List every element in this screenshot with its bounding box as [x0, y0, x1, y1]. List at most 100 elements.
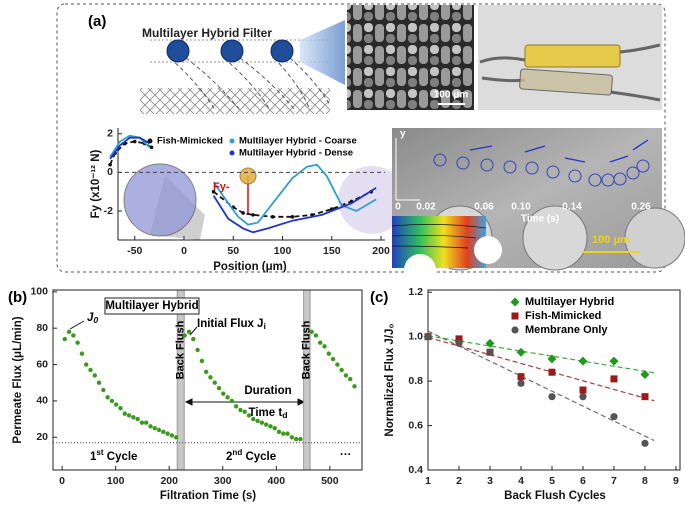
text-part: Cycle [104, 451, 138, 463]
x-tick-label: 100 [107, 475, 125, 487]
fiber [220, 39, 244, 63]
marker [268, 424, 273, 429]
text-part: Cycle [242, 451, 276, 463]
marker [251, 213, 255, 217]
x-tick-label: 5 [549, 475, 555, 487]
marker [135, 416, 140, 422]
marker [641, 439, 649, 447]
marker [152, 425, 157, 431]
legend-swatch [510, 297, 520, 307]
x-tick-label: 7 [611, 475, 617, 487]
panel-label: (a) [88, 13, 106, 30]
marker [165, 431, 170, 436]
marker [290, 215, 295, 219]
marker [109, 398, 115, 404]
time-label: 0.10 [511, 202, 531, 213]
y-tick-label: 40 [36, 395, 48, 407]
streamline [391, 224, 487, 249]
marker [242, 409, 247, 415]
annotation: 2nd Cycle [226, 448, 276, 463]
x-tick-label: 1 [425, 475, 431, 487]
time-label: 0.06 [474, 202, 494, 213]
legend-swatch [229, 138, 235, 144]
arrow [69, 320, 85, 330]
x-tick-label: 200 [372, 245, 390, 257]
marker [132, 139, 137, 144]
x-tick-label: 0 [181, 245, 187, 257]
marker [75, 340, 80, 345]
x-tick-label: 9 [673, 475, 679, 487]
device-photo [478, 5, 662, 110]
marker [229, 398, 235, 404]
inset-fiber [404, 254, 436, 286]
fiber [270, 39, 294, 63]
marker [289, 435, 295, 440]
marker [352, 384, 357, 389]
y-tick-label: 100 [30, 286, 48, 298]
micrograph-axis: y [400, 129, 406, 140]
marker [246, 413, 252, 418]
subscript: d [282, 410, 287, 420]
marker [485, 338, 495, 348]
marker [455, 335, 463, 343]
marker [348, 376, 353, 382]
marker [182, 333, 187, 338]
x-tick-label: -50 [127, 245, 142, 257]
annotation: Duration [244, 385, 291, 397]
band-label: Back Flush [175, 320, 187, 379]
marker [195, 347, 200, 353]
marker [263, 422, 269, 427]
x-tick-label: 2 [456, 475, 462, 487]
micrograph [391, 128, 685, 286]
flow-arrow [469, 139, 649, 163]
annotation: Initial Flux Ji [197, 318, 266, 331]
x-tick-label: 0 [59, 475, 65, 487]
tubing [479, 43, 661, 102]
marker [641, 393, 649, 401]
superscript: st [96, 448, 103, 457]
inset-fiber [474, 236, 502, 264]
x-tick-label: 3 [487, 475, 493, 487]
annotation: Time td [249, 407, 288, 420]
marker [211, 189, 216, 194]
marker [455, 339, 463, 347]
fiber-path [169, 57, 331, 111]
arrow-head [184, 398, 306, 406]
panel-label: (b) [8, 289, 27, 306]
marker [516, 347, 526, 357]
marker [579, 393, 587, 401]
marker [238, 407, 243, 413]
axis-glyph [395, 138, 420, 201]
annotation-arrows [69, 320, 306, 406]
x-tick-label: 8 [642, 475, 648, 487]
marker [71, 333, 76, 338]
y-tick-label: 20 [36, 431, 48, 443]
time-label: 0.14 [562, 202, 582, 213]
fit-line [427, 330, 655, 442]
marker [335, 362, 340, 367]
time-label: 0.02 [416, 202, 436, 213]
marker [221, 391, 226, 396]
time-axis-title: Time (s) [521, 214, 559, 225]
marker [255, 418, 260, 424]
marker [309, 329, 314, 335]
x-tick-label: 300 [214, 475, 232, 487]
x-tick-label: 100 [274, 245, 292, 257]
superscript: nd [232, 448, 242, 457]
text-part: 1 [90, 451, 97, 463]
x-tick-label: 4 [518, 475, 524, 487]
marker [326, 351, 331, 356]
annotation: 1st Cycle [90, 448, 137, 463]
marker [161, 429, 166, 435]
marker [313, 333, 319, 338]
marker [298, 436, 303, 442]
marker [84, 362, 89, 367]
marker [259, 420, 265, 425]
marker [339, 367, 344, 373]
panel-frame [56, 3, 666, 273]
marker [122, 411, 127, 416]
y-tick-label: 0.4 [408, 464, 423, 476]
fit-line [427, 335, 655, 374]
marker [131, 415, 136, 420]
y-axis-title: Normalized Flux J/J₀ [384, 323, 396, 436]
